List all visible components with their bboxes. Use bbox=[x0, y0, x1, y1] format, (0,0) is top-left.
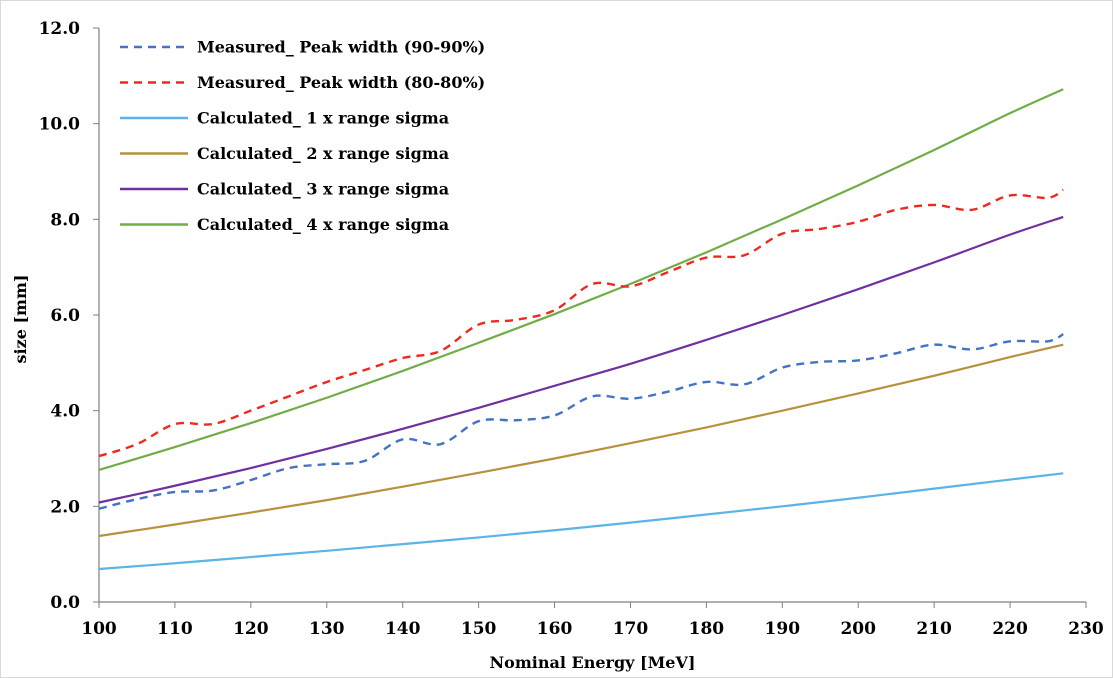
x-tick-label: 210 bbox=[916, 619, 952, 639]
x-tick-label: 180 bbox=[689, 619, 725, 639]
y-tick-label: 12.0 bbox=[39, 19, 81, 39]
x-tick-label: 140 bbox=[385, 619, 421, 639]
y-tick-label: 2.0 bbox=[50, 497, 80, 517]
series-line-5 bbox=[98, 215, 1064, 504]
series-line-2 bbox=[98, 188, 1064, 458]
legend-label-5: Calculated_ 3 x range sigma bbox=[197, 180, 449, 199]
x-axis: 100 110 120 130 140 150 160 170 180 190 200 210 220 2… bbox=[81, 601, 1104, 639]
x-tick-label: 170 bbox=[613, 619, 649, 639]
x-tick-label: 220 bbox=[992, 619, 1028, 639]
y-axis: 0.0 2.0 4.0 6.0 8.0 10.0 12.0 bbox=[39, 19, 100, 613]
x-tick-label: 190 bbox=[765, 619, 801, 639]
series-line-4 bbox=[98, 343, 1064, 538]
legend-label-6: Calculated_ 4 x range sigma bbox=[197, 215, 449, 234]
y-axis-title: size [mm] bbox=[11, 275, 30, 364]
series-line-6 bbox=[98, 88, 1064, 472]
y-tick-label: 0.0 bbox=[50, 593, 80, 613]
y-tick-label: 4.0 bbox=[50, 402, 80, 422]
series-line-1 bbox=[98, 333, 1064, 510]
x-tick-label: 110 bbox=[157, 619, 193, 639]
legend-label-4: Calculated_ 2 x range sigma bbox=[197, 144, 449, 163]
legend-label-2: Measured_ Peak width (80-80%) bbox=[197, 73, 485, 92]
x-tick-label: 130 bbox=[309, 619, 345, 639]
x-tick-label: 200 bbox=[840, 619, 876, 639]
y-tick-label: 10.0 bbox=[39, 115, 81, 135]
series-layer bbox=[98, 88, 1064, 571]
x-tick-label: 150 bbox=[461, 619, 497, 639]
x-tick-label: 120 bbox=[233, 619, 269, 639]
legend-label-1: Measured_ Peak width (90-90%) bbox=[197, 38, 485, 57]
legend-label-3: Calculated_ 1 x range sigma bbox=[197, 109, 449, 128]
series-line-3 bbox=[98, 472, 1064, 571]
y-tick-label: 8.0 bbox=[50, 210, 80, 230]
legend: Measured_ Peak width (90-90%) Measured_ P… bbox=[120, 38, 485, 234]
x-tick-label: 100 bbox=[81, 619, 117, 639]
x-axis-title: Nominal Energy [MeV] bbox=[490, 653, 696, 672]
x-tick-label: 230 bbox=[1068, 619, 1104, 639]
x-tick-label: 160 bbox=[537, 619, 573, 639]
y-tick-label: 6.0 bbox=[50, 306, 80, 326]
